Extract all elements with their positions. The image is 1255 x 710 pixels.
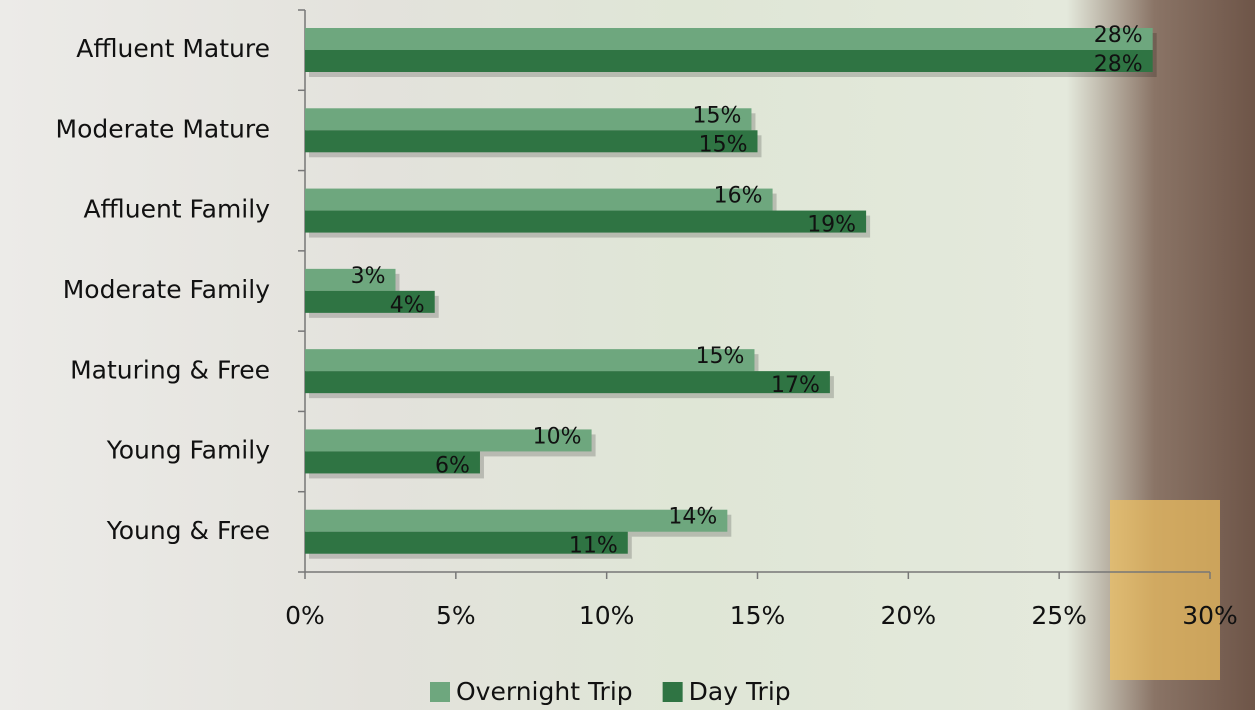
x-tick-label: 5% [436,601,476,630]
x-tick-label: 15% [730,601,786,630]
bar [305,349,755,372]
bar [305,108,752,131]
data-label: 15% [693,103,742,128]
data-label: 3% [351,264,386,289]
y-tick-label: Maturing & Free [70,355,270,384]
legend-swatch [430,682,450,702]
x-tick-label: 20% [881,601,937,630]
legend-swatch [662,682,683,702]
data-label: 15% [699,132,748,157]
bar [305,509,728,532]
bar [305,50,1153,72]
data-label: 6% [435,453,470,478]
y-tick-label: Moderate Family [63,275,270,304]
data-label: 16% [714,184,763,209]
data-label: 11% [569,534,618,559]
x-tick-label: 10% [579,601,635,630]
data-label: 10% [533,424,582,449]
legend-label: Day Trip [689,677,791,706]
data-label: 28% [1094,23,1143,48]
bar [305,371,830,394]
y-tick-label: Affluent Mature [76,34,270,63]
x-tick-label: 30% [1182,601,1238,630]
legend-label: Overnight Trip [456,677,633,706]
bar [305,451,480,474]
y-tick-label: Affluent Family [83,195,270,224]
background-glass [1110,500,1220,680]
data-label: 19% [807,213,856,238]
x-tick-label: 0% [285,601,325,630]
y-tick-label: Young Family [106,436,270,465]
data-label: 17% [771,373,820,398]
bar [305,429,592,452]
data-label: 4% [390,293,425,318]
bar [305,210,867,233]
x-tick-label: 25% [1031,601,1087,630]
bar [305,130,758,153]
y-tick-label: Moderate Mature [56,114,271,143]
bar [305,268,396,291]
data-label: 14% [668,505,717,530]
data-label: 28% [1094,52,1143,77]
bar [305,28,1153,50]
bar [305,188,773,211]
data-label: 15% [696,344,745,369]
bar [305,290,435,313]
bar [305,531,628,554]
y-tick-label: Young & Free [106,516,270,545]
